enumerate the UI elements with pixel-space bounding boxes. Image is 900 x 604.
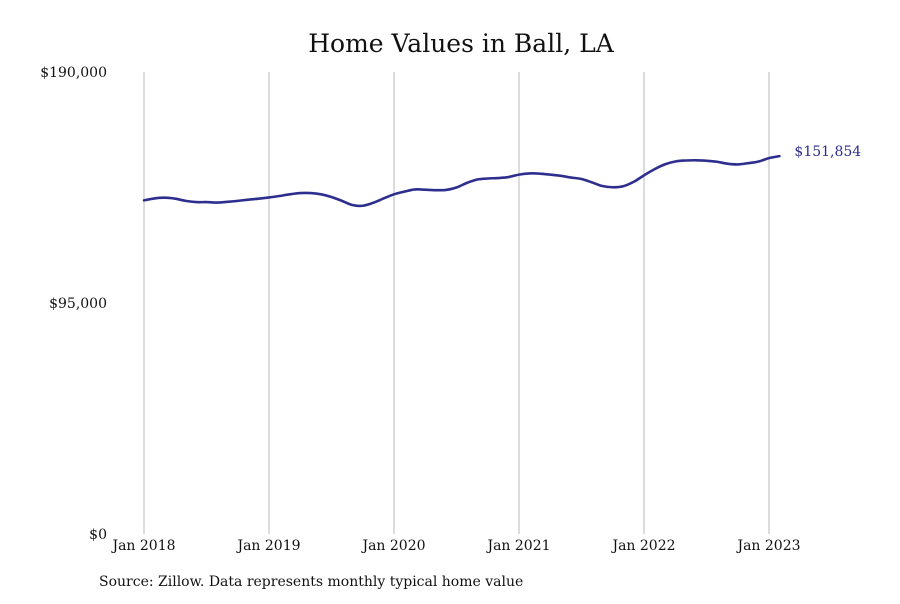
y-tick-label-0: $0: [89, 527, 107, 543]
x-tick-label-4: Jan 2022: [610, 538, 675, 554]
y-axis-tick-labels: $0 $95,000 $190,000: [40, 65, 107, 543]
series-layer: $151,854: [142, 144, 861, 208]
x-tick-label-2: Jan 2020: [360, 538, 425, 554]
chart-title: Home Values in Ball, LA: [308, 29, 614, 58]
y-tick-label-2: $190,000: [40, 65, 107, 81]
series-end-label-0: $151,854: [794, 144, 861, 160]
x-tick-label-0: Jan 2018: [110, 538, 175, 554]
x-tick-label-5: Jan 2023: [735, 538, 800, 554]
x-axis-tick-labels: Jan 2018 Jan 2019 Jan 2020 Jan 2021 Jan 2022…: [110, 538, 800, 554]
y-tick-label-1: $95,000: [49, 296, 107, 312]
source-note: Source: Zillow. Data represents monthly …: [99, 574, 523, 590]
gridlines: [143, 72, 770, 534]
series-line-0: [142, 154, 781, 208]
x-tick-label-3: Jan 2021: [485, 538, 550, 554]
x-tick-label-1: Jan 2019: [235, 538, 300, 554]
